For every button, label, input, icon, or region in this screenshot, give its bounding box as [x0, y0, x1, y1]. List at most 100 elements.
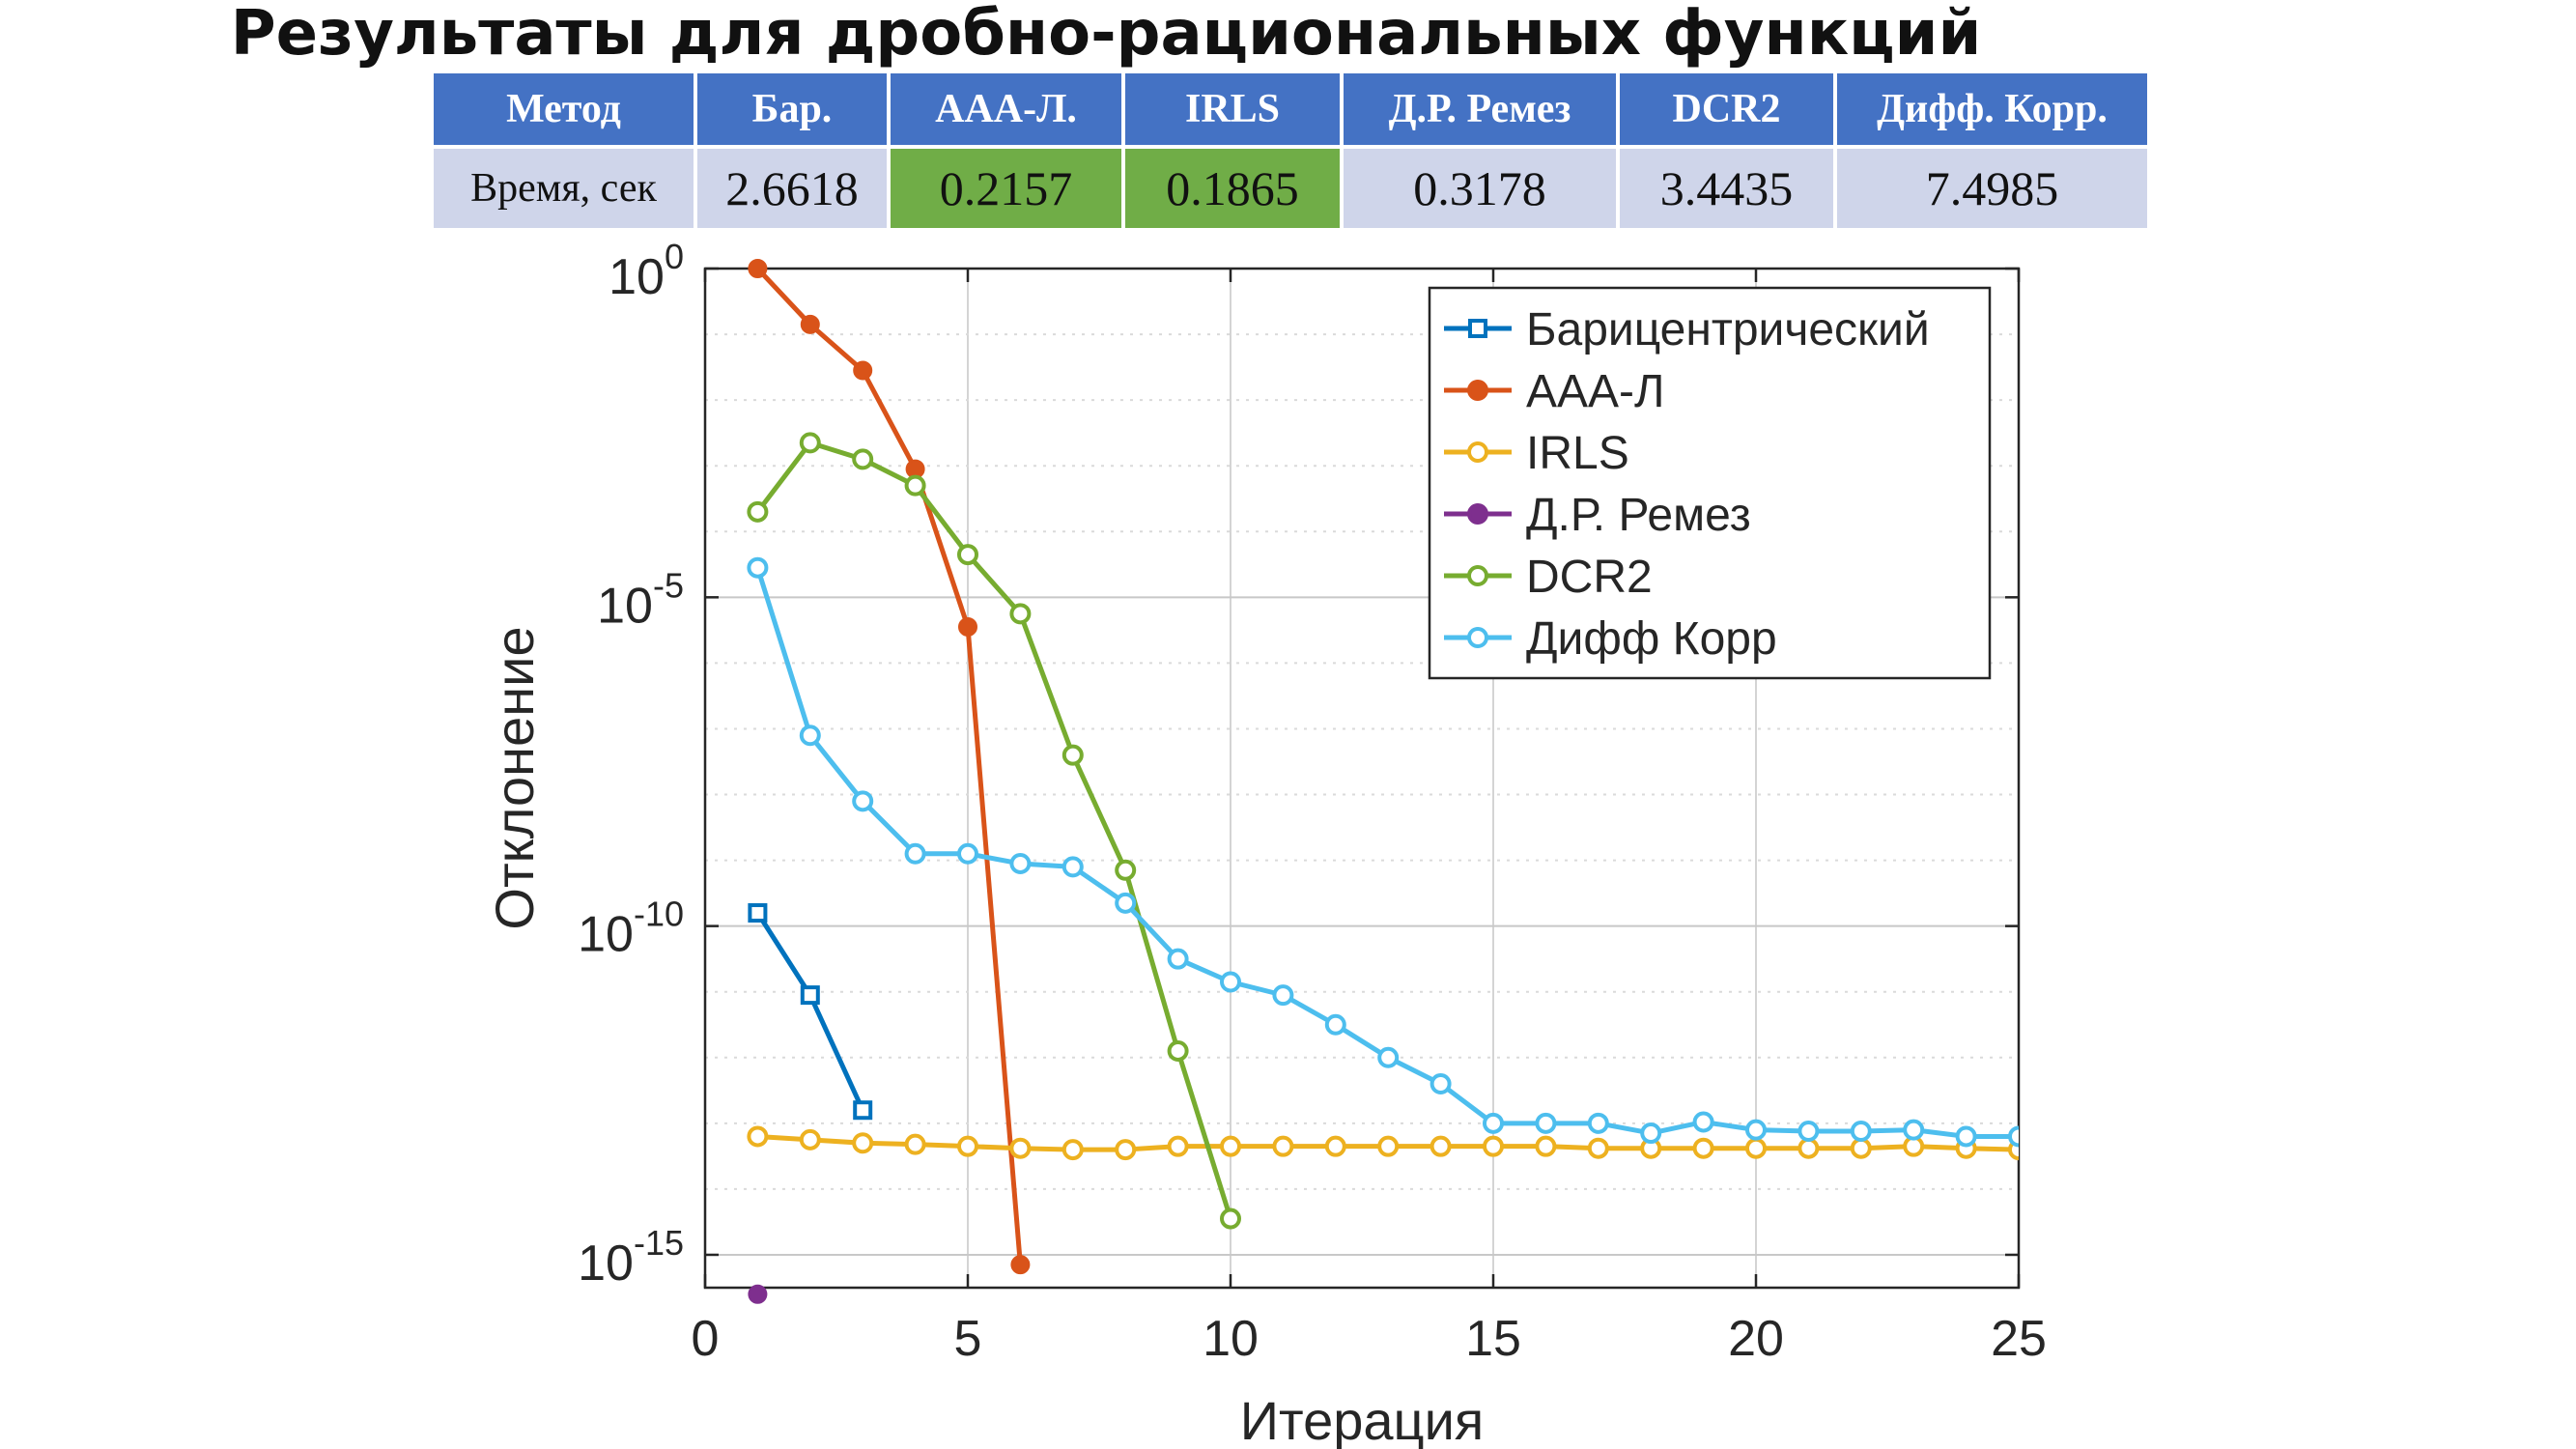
data-point [1220, 971, 1241, 993]
legend-marker [1467, 503, 1488, 525]
data-point [1430, 1073, 1452, 1094]
series-line [755, 267, 1023, 1265]
grid [705, 268, 2019, 1288]
data-point [799, 724, 821, 747]
data-point [1798, 1137, 1820, 1159]
data-point [1009, 852, 1032, 874]
series-5 [747, 556, 2019, 1148]
data-point [1377, 1135, 1400, 1157]
data-point [852, 1132, 874, 1154]
data-point [1220, 1135, 1241, 1157]
row-label-time: Время, сек [430, 145, 697, 232]
header-cell-bar: Бар. [694, 70, 891, 149]
x-tick-label: 10 [1203, 1311, 1259, 1367]
series-0 [748, 903, 873, 1121]
legend-item: ААА-Л [1444, 366, 1665, 417]
data-point [799, 432, 821, 454]
data-point [904, 842, 926, 865]
y-tick-label: 100 [609, 237, 684, 305]
header-cell-remez: Д.Р. Ремез [1340, 70, 1620, 149]
data-point [904, 1133, 926, 1155]
data-point [1745, 1119, 1767, 1141]
y-tick-label: 10-15 [578, 1223, 684, 1292]
y-axis-label: Отклонение [484, 626, 545, 929]
time-value-remez: 0.3178 [1340, 145, 1620, 232]
data-point [1167, 948, 1189, 970]
data-point [1430, 1135, 1452, 1157]
data-point [1062, 856, 1084, 878]
x-tick-label: 5 [954, 1311, 982, 1367]
axes-box [703, 267, 2021, 1290]
header-cell-method: Метод [430, 70, 697, 149]
legend-item: Дифф Корр [1444, 613, 1777, 665]
data-point [1220, 1208, 1241, 1230]
data-point [1272, 1135, 1294, 1157]
data-point [1377, 1046, 1400, 1068]
data-point [800, 314, 820, 334]
data-point [1903, 1119, 1925, 1141]
data-point [1009, 603, 1032, 625]
data-point [799, 1128, 821, 1151]
data-point [1324, 1135, 1346, 1157]
data-point [1587, 1112, 1609, 1134]
legend: Барицентрический ААА-Л IRLS Д.Р. Ремез DCR2 Д… [1428, 286, 1992, 680]
data-point [1115, 892, 1137, 914]
data-point [1062, 744, 1084, 766]
header-cell-aaa: ААА-Л. [887, 70, 1125, 149]
x-tick-label: 15 [1465, 1311, 1521, 1367]
series-4 [747, 432, 1241, 1230]
legend-label: Барицентрический [1526, 304, 1930, 355]
legend-label: ААА-Л [1526, 366, 1665, 417]
data-point [1272, 984, 1294, 1007]
series-1 [748, 259, 1031, 1275]
legend-label: Дифф Корр [1526, 613, 1777, 665]
legend-label: IRLS [1526, 428, 1629, 479]
data-point [1167, 1039, 1189, 1062]
legend-marker [1467, 380, 1488, 401]
table-header-row: Метод Бар. ААА-Л. IRLS Д.Р. Ремез DCR2 Д… [430, 70, 2151, 149]
header-cell-dcr2: DCR2 [1616, 70, 1837, 149]
data-point [800, 985, 820, 1006]
data-point [747, 556, 769, 579]
data-point [1167, 1135, 1189, 1157]
series-2 [747, 1125, 2019, 1161]
data-point [748, 903, 768, 923]
data-point [1955, 1125, 1977, 1148]
x-tick-label: 20 [1728, 1311, 1784, 1367]
data-point [1115, 859, 1137, 881]
data-point [1535, 1135, 1557, 1157]
data-point [853, 1100, 873, 1121]
table-row-time: Время, сек 2.6618 0.2157 0.1865 0.3178 3… [430, 145, 2151, 232]
data-point [957, 544, 978, 566]
data-point [1115, 1139, 1137, 1161]
data-point [747, 500, 769, 523]
legend-marker [1467, 565, 1488, 586]
legend-marker [1467, 441, 1488, 463]
x-tick-label: 0 [692, 1311, 720, 1367]
data-point [748, 1284, 768, 1304]
data-point [1850, 1121, 1872, 1143]
legend-marker [1467, 627, 1488, 648]
legend-label: DCR2 [1526, 552, 1653, 603]
legend-label: Д.Р. Ремез [1526, 490, 1751, 541]
time-value-irls: 0.1865 [1121, 145, 1344, 232]
time-value-diffcorr: 7.4985 [1833, 145, 2151, 232]
legend-box [1428, 286, 1992, 680]
time-value-dcr2: 3.4435 [1616, 145, 1837, 232]
data-point [1324, 1013, 1346, 1036]
y-tick-label: 10-5 [597, 565, 684, 634]
y-tick-label: 10-10 [578, 895, 684, 963]
data-point [1009, 1137, 1032, 1159]
data-point [1692, 1111, 1714, 1133]
data-point [747, 1125, 769, 1148]
legend-item: IRLS [1444, 428, 1629, 479]
results-table: Метод Бар. ААА-Л. IRLS Д.Р. Ремез DCR2 Д… [430, 70, 2151, 232]
data-point [1535, 1112, 1557, 1134]
data-point [1745, 1137, 1767, 1159]
data-point [1587, 1137, 1609, 1159]
x-axis-label: Итерация [1240, 1390, 1484, 1449]
header-cell-diffcorr: Дифф. Корр. [1833, 70, 2151, 149]
legend-marker [1468, 319, 1487, 338]
data-point [852, 790, 874, 812]
x-tick-label: 25 [1991, 1311, 2047, 1367]
